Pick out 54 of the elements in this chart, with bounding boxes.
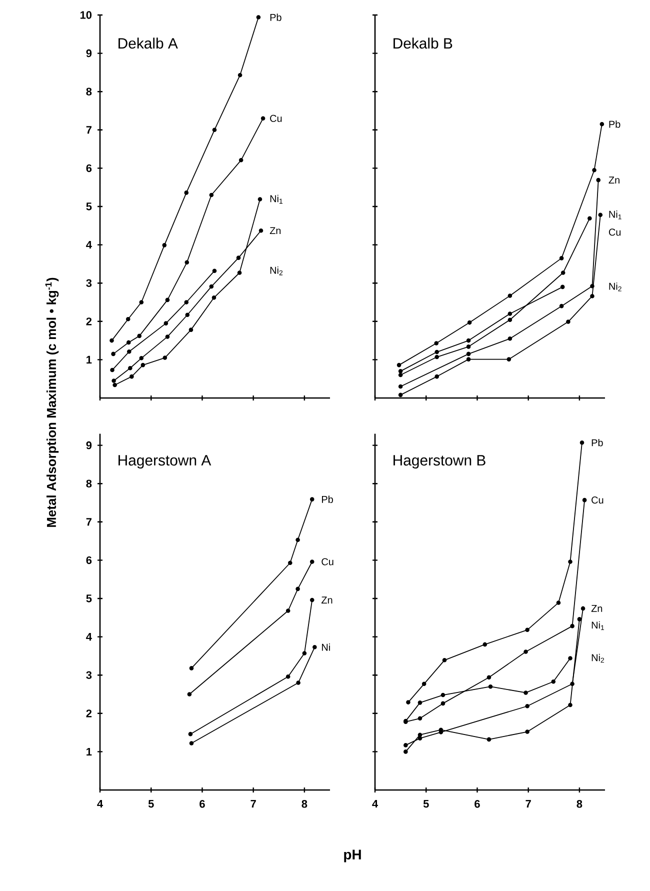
x-tick-label: 4 — [372, 800, 378, 808]
y-tick-label: 4 — [86, 633, 92, 641]
text: Dekalb A — [118, 38, 178, 49]
y-tick-label: 7 — [86, 126, 92, 134]
y-tick-label: 3 — [86, 671, 92, 679]
text: Ni$_{2}$ — [270, 266, 283, 276]
series-label: Zn — [608, 176, 620, 184]
y-axis-title: Metal Adsorption Maximum (c mol • kg$^{-1}$) — [45, 278, 59, 527]
y-tick-label: 1 — [86, 748, 92, 756]
y-tick-label: 1 — [86, 356, 92, 364]
y-tick-label: 6 — [86, 556, 92, 564]
x-tick-label: 4 — [97, 800, 103, 808]
series-label: Cu — [322, 558, 334, 566]
series-label: Ni — [322, 644, 330, 651]
y-tick-label: 2 — [86, 710, 92, 718]
y-tick-label: 6 — [86, 164, 92, 172]
series-label: Zn — [321, 596, 332, 604]
y-tick-label: 8 — [86, 480, 92, 488]
series-label: Cu — [592, 496, 604, 504]
x-tick-label: 6 — [474, 800, 480, 808]
text: Hagerstown A — [118, 455, 212, 469]
y-tick-label: 4 — [86, 241, 92, 249]
x-tick-label: 5 — [148, 800, 154, 808]
x-tick-label: 5 — [423, 800, 429, 808]
y-tick-label: 5 — [86, 202, 92, 210]
series-label: Cu — [270, 114, 282, 122]
text: Cu — [608, 228, 621, 236]
series-label: Ni$_{1}$ — [609, 210, 622, 220]
text: Hagerstown B — [394, 455, 486, 469]
y-tick-label: 10 — [80, 11, 92, 19]
text: Dekalb B — [394, 38, 452, 49]
text: Ni$_{2}$ — [609, 282, 622, 292]
text: Ni$_{2}$ — [592, 654, 604, 663]
series-label: Ni$_{1}$ — [592, 621, 604, 630]
y-tick-label: 2 — [86, 318, 92, 326]
y-tick-label: 8 — [86, 88, 92, 96]
series-label: Zn — [270, 227, 281, 234]
y-tick-label: 5 — [86, 594, 92, 602]
y-tick-label: 9 — [86, 441, 92, 450]
x-tick-label: 6 — [200, 800, 205, 808]
y-tick-label: 9 — [86, 49, 92, 58]
series-label: Pb — [609, 120, 620, 128]
x-tick-label: 8 — [302, 800, 308, 808]
x-tick-label: 7 — [526, 800, 531, 808]
x-axis-title: pH — [344, 850, 361, 862]
x-tick-label: 8 — [576, 800, 582, 808]
series-label: Pb — [270, 14, 282, 21]
x-tick-label: 7 — [250, 800, 256, 808]
y-tick-label: 7 — [86, 518, 92, 526]
series-label: Pb — [592, 438, 603, 446]
series-label: Zn — [591, 605, 602, 612]
y-tick-label: 3 — [86, 279, 92, 287]
series-label: Pb — [322, 496, 333, 503]
series-label: Ni$_{1}$ — [270, 194, 283, 204]
